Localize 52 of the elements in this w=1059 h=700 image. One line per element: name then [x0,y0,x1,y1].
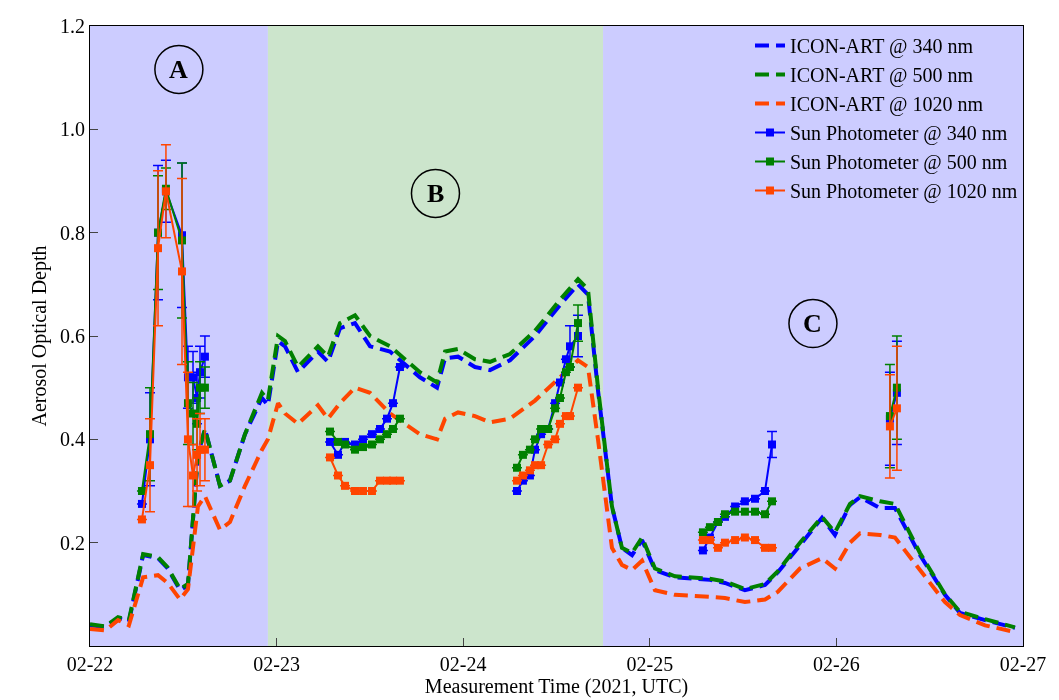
point [200,383,209,392]
point [518,450,527,459]
point [565,412,574,421]
point [334,437,343,446]
legend-label: ICON-ART @ 1020 nm [790,93,984,117]
point [367,430,376,439]
legend-label: Sun Photometer @ 500 nm [790,151,1008,175]
x-tick-label: 02-25 [626,653,674,675]
point [512,463,521,472]
point [189,373,198,382]
x-tick-label: 02-24 [439,653,487,675]
point [341,481,350,490]
x-tick-label: 02-23 [253,653,300,675]
point [713,543,722,552]
y-tick-label: 1.0 [60,118,85,141]
x-axis-title: Measurement Time (2021, UTC) [424,675,689,698]
x-tick-label: 02-26 [813,653,860,675]
point [705,523,714,532]
point [768,440,776,449]
band-label: B [427,179,445,208]
legend-label: Sun Photometer @ 1020 nm [790,180,1018,204]
point [325,437,334,446]
point [178,267,186,276]
y-tick-label: 0.6 [60,325,85,347]
point [154,244,163,253]
y-tick-label: 1.2 [60,15,85,37]
point [189,409,198,418]
point [200,352,209,361]
point [574,319,583,328]
point [892,404,901,413]
legend-label: ICON-ART @ 500 nm [790,64,974,88]
point [183,435,192,444]
point [561,355,570,364]
point [556,419,564,428]
x-tick-label: 02-27 [999,653,1047,675]
y-tick-label: 0.2 [60,531,85,554]
band-label: C [803,309,822,338]
point [885,422,894,431]
legend-label: ICON-ART @ 340 nm [790,35,974,59]
point [334,450,343,459]
point [537,461,546,470]
x-tick-label: 02-22 [66,653,114,675]
point [388,399,397,408]
point [200,445,209,454]
point [383,430,391,439]
point [146,461,154,470]
y-tick-label: 0.4 [60,428,85,451]
legend-label: Sun Photometer @ 340 nm [790,122,1008,146]
y-tick-label: 0.8 [60,221,85,244]
y-axis-title: Aerosol Optical Depth [27,245,51,427]
point [189,471,198,480]
band-label: A [169,55,188,84]
